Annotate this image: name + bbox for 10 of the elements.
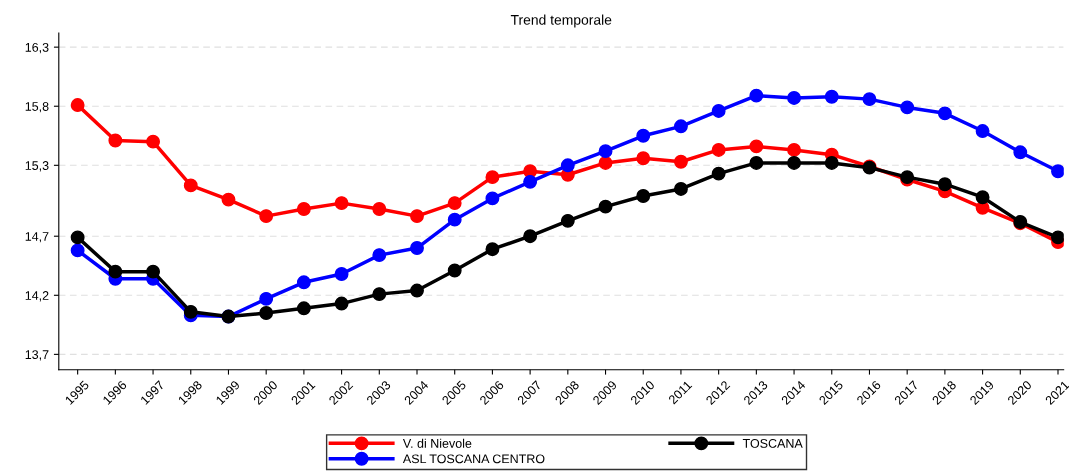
y-tick-label: 15,8 <box>25 102 49 113</box>
chart-title: Trend temporale <box>510 14 612 28</box>
y-tick-label: 14,7 <box>25 232 49 243</box>
legend-label: TOSCANA <box>742 438 803 448</box>
y-tick-label: 16,3 <box>25 42 49 54</box>
legend-label: V. di Nievole <box>402 438 472 448</box>
y-tick-label: 14,2 <box>25 291 49 302</box>
y-tick-label: 13,7 <box>25 350 49 361</box>
legend-label: ASL TOSCANA CENTRO <box>402 454 545 464</box>
y-tick-label: 15,3 <box>25 161 49 172</box>
